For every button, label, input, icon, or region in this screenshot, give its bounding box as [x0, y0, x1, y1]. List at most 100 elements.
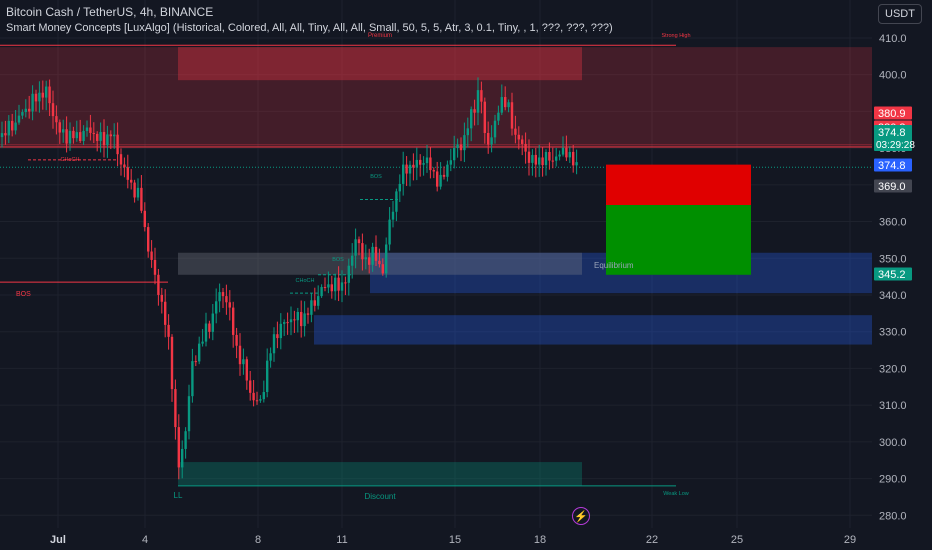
supply-zone: [0, 47, 872, 147]
candle: [126, 167, 129, 180]
candle: [238, 345, 242, 365]
price-label: [874, 267, 912, 281]
symbol-title: Bitcoin Cash / TetherUS, 4h, BINANCE: [6, 5, 214, 19]
candle: [310, 300, 313, 315]
candle: [442, 174, 446, 177]
candle: [14, 122, 17, 131]
candle: [344, 282, 347, 284]
candle: [21, 112, 24, 116]
candle: [337, 277, 340, 291]
y-tick-label: 400.0: [879, 70, 907, 82]
candle: [327, 284, 330, 288]
price-label: [874, 158, 912, 172]
candle: [79, 132, 82, 142]
candle: [334, 277, 337, 292]
candle: [252, 392, 255, 401]
candle: [555, 156, 558, 161]
candle: [262, 392, 265, 400]
y-tick-label: 350.0: [879, 253, 907, 265]
candle: [157, 274, 160, 295]
x-tick-label: 22: [646, 534, 658, 546]
candle: [497, 112, 500, 121]
candle: [177, 427, 180, 468]
candle: [514, 128, 517, 135]
demand-zone-2: [314, 315, 872, 345]
candle: [361, 243, 364, 260]
candle: [96, 133, 99, 141]
candle: [160, 294, 163, 302]
candle: [245, 359, 248, 381]
candle: [439, 174, 442, 187]
candle: [41, 92, 44, 98]
candle: [0, 133, 4, 138]
bos-label: BOS: [16, 291, 31, 298]
x-tick-label: 18: [534, 534, 546, 546]
candle: [221, 292, 225, 297]
countdown-text: 03:29:28: [876, 140, 915, 151]
candle: [140, 187, 143, 211]
candle: [136, 187, 140, 198]
candle: [143, 210, 146, 228]
price-label: [874, 106, 912, 120]
y-tick-label: 280.0: [879, 510, 907, 522]
x-tick-label: 11: [336, 534, 347, 546]
candle: [575, 162, 578, 166]
candle: [456, 144, 459, 148]
candle: [500, 97, 503, 113]
indicator-legend: Smart Money Concepts [LuxAlgo] (Historic…: [6, 22, 613, 34]
candle: [259, 399, 262, 401]
candle: [201, 341, 204, 344]
candle: [123, 164, 126, 168]
choch-label: CHoCH: [61, 157, 80, 163]
candle: [11, 120, 14, 131]
candle: [351, 255, 354, 266]
candle: [422, 163, 425, 165]
discount-zone: [178, 462, 582, 486]
x-tick-label: Jul: [50, 534, 66, 546]
candle: [283, 322, 286, 324]
candle: [432, 170, 435, 172]
price-label-text: 369.0: [878, 181, 906, 193]
y-tick-label: 300.0: [879, 437, 907, 449]
candle: [289, 319, 293, 323]
candle: [255, 400, 259, 402]
ll-label: LL: [174, 491, 183, 500]
candle: [228, 302, 231, 308]
candle: [374, 246, 378, 261]
candle: [17, 115, 21, 123]
candle: [405, 164, 408, 174]
choch-label: CHoCH: [296, 278, 315, 284]
candle: [381, 264, 384, 274]
candle: [476, 90, 480, 113]
x-tick-label: 4: [142, 534, 148, 546]
candle: [565, 147, 568, 158]
candle: [130, 179, 133, 183]
candle: [531, 154, 534, 163]
candle: [490, 137, 493, 145]
candle: [419, 159, 422, 165]
candle: [408, 164, 412, 174]
candle: [119, 154, 123, 165]
price-label-text: 374.8: [878, 127, 906, 139]
candle: [167, 324, 170, 337]
candle: [211, 313, 214, 332]
candle: [174, 389, 177, 428]
flash-icon[interactable]: ⚡: [572, 507, 590, 525]
candle: [398, 183, 401, 192]
candle: [568, 151, 571, 158]
currency-button[interactable]: USDT: [878, 4, 922, 24]
candle: [541, 157, 544, 166]
candle: [55, 116, 58, 123]
candle: [436, 171, 439, 187]
candle: [483, 101, 486, 133]
discount-label: Discount: [364, 492, 396, 501]
price-label-text: 380.9: [878, 108, 906, 120]
candle: [572, 151, 575, 166]
candle: [293, 319, 296, 321]
candle: [109, 134, 112, 137]
candle: [548, 152, 551, 161]
candle: [4, 133, 7, 136]
price-label-text: 374.8: [878, 160, 906, 172]
candle: [58, 122, 61, 133]
